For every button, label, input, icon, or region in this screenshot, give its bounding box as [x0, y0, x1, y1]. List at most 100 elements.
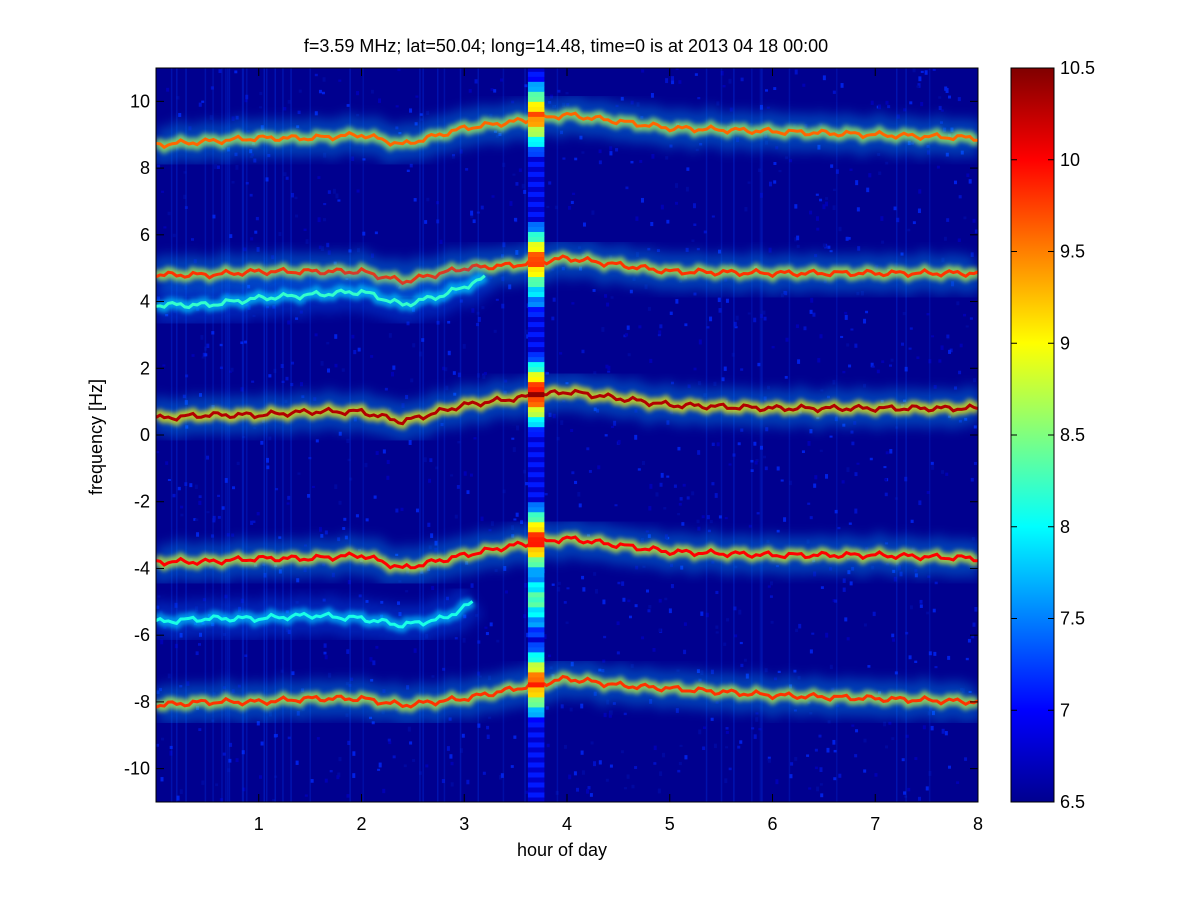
gap-band: [527, 516, 545, 523]
noise-speckle: [198, 102, 202, 107]
noise-speckle: [193, 518, 197, 521]
noise-speckle: [622, 597, 626, 602]
gap-band: [527, 786, 545, 793]
gap-band: [527, 461, 545, 468]
noise-speckle: [771, 345, 775, 349]
noise-speckle: [382, 788, 386, 794]
gap-band: [527, 641, 545, 648]
noise-speckle: [796, 235, 800, 241]
noise-speckle: [904, 366, 908, 372]
noise-speckle: [780, 293, 784, 298]
noise-speckle: [713, 381, 717, 386]
noise-speckle: [931, 335, 935, 338]
noise-speckle: [780, 479, 784, 482]
noise-speckle: [593, 572, 597, 576]
noise-speckle: [240, 387, 244, 392]
noise-speckle: [283, 106, 287, 111]
x-tick-label: 7: [870, 814, 880, 834]
noise-speckle: [466, 779, 470, 785]
noise-speckle: [764, 668, 768, 673]
noise-speckle: [625, 186, 629, 190]
noise-speckle: [634, 604, 638, 608]
noise-speckle: [495, 298, 499, 301]
noise-speckle: [812, 312, 816, 317]
noise-speckle: [918, 76, 922, 82]
noise-speckle: [826, 747, 830, 753]
streak: [524, 68, 526, 802]
noise-speckle: [341, 368, 345, 372]
noise-speckle: [658, 330, 662, 336]
noise-speckle: [183, 171, 187, 174]
noise-speckle: [565, 92, 569, 95]
noise-speckle: [523, 189, 527, 194]
noise-speckle: [609, 151, 613, 156]
noise-speckle: [281, 380, 285, 384]
noise-speckle: [603, 712, 607, 718]
noise-speckle: [728, 767, 732, 771]
noise-speckle: [334, 334, 338, 339]
noise-speckle: [431, 585, 435, 591]
y-tick-label: 2: [140, 358, 150, 378]
noise-speckle: [403, 764, 407, 768]
noise-speckle: [798, 623, 802, 629]
noise-speckle: [671, 79, 675, 85]
gap-band: [527, 586, 545, 593]
noise-speckle: [304, 794, 308, 797]
noise-speckle: [884, 478, 888, 481]
noise-speckle: [611, 425, 615, 428]
noise-speckle: [878, 171, 882, 176]
noise-speckle: [755, 712, 759, 715]
noise-speckle: [726, 618, 730, 622]
noise-speckle: [647, 609, 651, 613]
noise-speckle: [355, 514, 359, 518]
noise-speckle: [872, 611, 876, 617]
noise-speckle: [250, 237, 254, 241]
noise-speckle: [776, 466, 780, 471]
noise-speckle: [789, 774, 793, 779]
noise-speckle: [442, 667, 446, 671]
noise-speckle: [876, 369, 880, 374]
noise-speckle: [638, 325, 642, 329]
noise-speckle: [460, 748, 464, 753]
gap-band: [527, 581, 545, 588]
noise-speckle: [476, 211, 480, 214]
noise-speckle: [768, 181, 772, 187]
gap-band: [527, 726, 545, 733]
noise-speckle: [963, 313, 967, 317]
noise-speckle: [623, 787, 627, 790]
noise-speckle: [932, 68, 936, 71]
gap-band: [527, 596, 545, 603]
y-tick-label: 0: [140, 425, 150, 445]
noise-speckle: [593, 761, 597, 767]
noise-speckle: [829, 664, 833, 670]
noise-speckle: [907, 228, 911, 232]
x-tick-label: 6: [767, 814, 777, 834]
noise-speckle: [211, 331, 215, 335]
noise-speckle: [365, 518, 369, 522]
noise-speckle: [450, 761, 454, 766]
noise-speckle: [285, 176, 289, 180]
gap-band: [527, 116, 545, 122]
noise-speckle: [614, 504, 618, 507]
noise-speckle: [167, 478, 171, 482]
noise-speckle: [620, 96, 624, 101]
noise-speckle: [785, 156, 789, 160]
colorbar-tick-label: 9: [1060, 333, 1070, 353]
noise-speckle: [940, 109, 944, 112]
noise-speckle: [795, 628, 799, 633]
noise-speckle: [462, 637, 466, 643]
noise-speckle: [300, 382, 304, 387]
noise-speckle: [733, 606, 737, 611]
trace-line: [156, 254, 978, 286]
noise-speckle: [763, 316, 767, 321]
noise-speckle: [623, 712, 627, 716]
noise-speckle: [829, 250, 833, 253]
noise-speckle: [260, 741, 264, 746]
noise-speckle: [602, 659, 606, 663]
noise-speckle: [200, 335, 204, 340]
noise-speckle: [844, 617, 848, 622]
noise-speckle: [881, 240, 885, 244]
noise-speckle: [890, 358, 894, 362]
noise-speckle: [548, 654, 552, 658]
noise-speckle: [568, 205, 572, 210]
